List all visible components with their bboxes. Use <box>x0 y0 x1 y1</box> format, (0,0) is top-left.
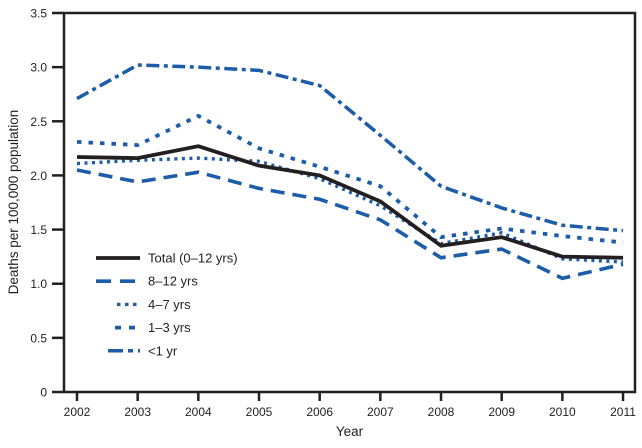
x-tick-label: 2010 <box>549 405 576 419</box>
x-tick-label: 2009 <box>488 405 515 419</box>
y-tick-label: 2.5 <box>30 115 47 129</box>
legend-label-3: 1–3 yrs <box>148 320 191 335</box>
legend-label-2: 4–7 yrs <box>148 297 191 312</box>
y-tick-label: 1.0 <box>30 277 47 291</box>
legend-label-4: <1 yr <box>148 343 178 358</box>
y-axis-title: Deaths per 100,000 population <box>6 109 21 295</box>
y-tick-label: 0.5 <box>30 331 47 345</box>
x-tick-label: 2004 <box>185 405 212 419</box>
y-tick-label: 3.5 <box>30 7 47 21</box>
x-axis-title: Year <box>335 424 364 439</box>
series-line-1-yr <box>76 63 624 233</box>
series-line-total-0-12-yrs <box>76 144 624 260</box>
x-tick-label: 2005 <box>246 405 273 419</box>
legend-label-1: 8–12 yrs <box>148 274 198 289</box>
y-tick-label: 0 <box>40 386 47 400</box>
y-tick-label: 2.0 <box>30 169 47 183</box>
legend-label-0: Total (0–12 yrs) <box>148 251 238 266</box>
x-tick-label: 2008 <box>428 405 455 419</box>
series-line-4-7-yrs <box>76 156 624 264</box>
series-line-1-3-yrs <box>76 113 624 245</box>
x-tick-label: 2002 <box>64 405 91 419</box>
series-line-8-12-yrs <box>76 168 624 281</box>
y-tick-label: 1.5 <box>30 223 47 237</box>
x-tick-label: 2007 <box>367 405 394 419</box>
plot-frame <box>62 11 637 394</box>
x-tick-label: 2011 <box>610 405 636 419</box>
x-tick-label: 2003 <box>124 405 151 419</box>
y-tick-label: 3.0 <box>30 61 47 75</box>
x-tick-label: 2006 <box>306 405 333 419</box>
